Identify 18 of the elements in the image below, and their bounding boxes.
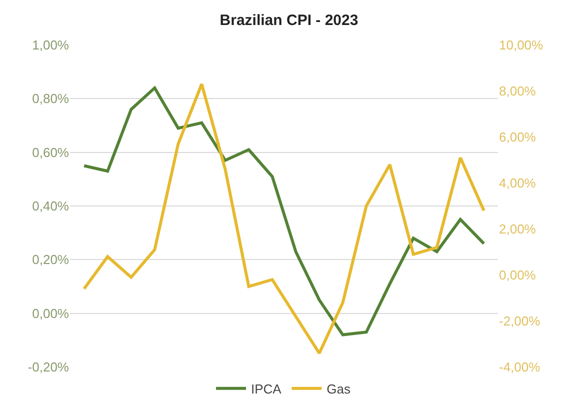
y-tick-label: 0,60%	[32, 144, 70, 160]
y-tick-label: 0,20%	[32, 252, 70, 268]
legend-label: IPCA	[251, 381, 282, 396]
y2-tick-label: 4,00%	[499, 176, 536, 191]
y2-tick-label: -4,00%	[499, 360, 541, 375]
y2-tick-label: 8,00%	[499, 84, 536, 99]
y2-tick-label: 0,00%	[499, 268, 536, 283]
y2-tick-label: 6,00%	[499, 130, 536, 145]
y2-tick-label: 2,00%	[499, 222, 536, 237]
y2-tick-label: 10,00%	[499, 38, 544, 53]
y2-tick-label: -2,00%	[499, 314, 541, 329]
y-tick-label: 1,00%	[32, 38, 70, 53]
chart-title: Brazilian CPI - 2023	[220, 12, 358, 30]
y-tick-label: 0,80%	[32, 91, 70, 106]
legend-label: Gas	[326, 381, 352, 396]
y-tick-label: -0,20%	[28, 360, 70, 375]
y-tick-label: 0,00%	[32, 306, 70, 321]
y-tick-label: 0,40%	[32, 198, 70, 214]
